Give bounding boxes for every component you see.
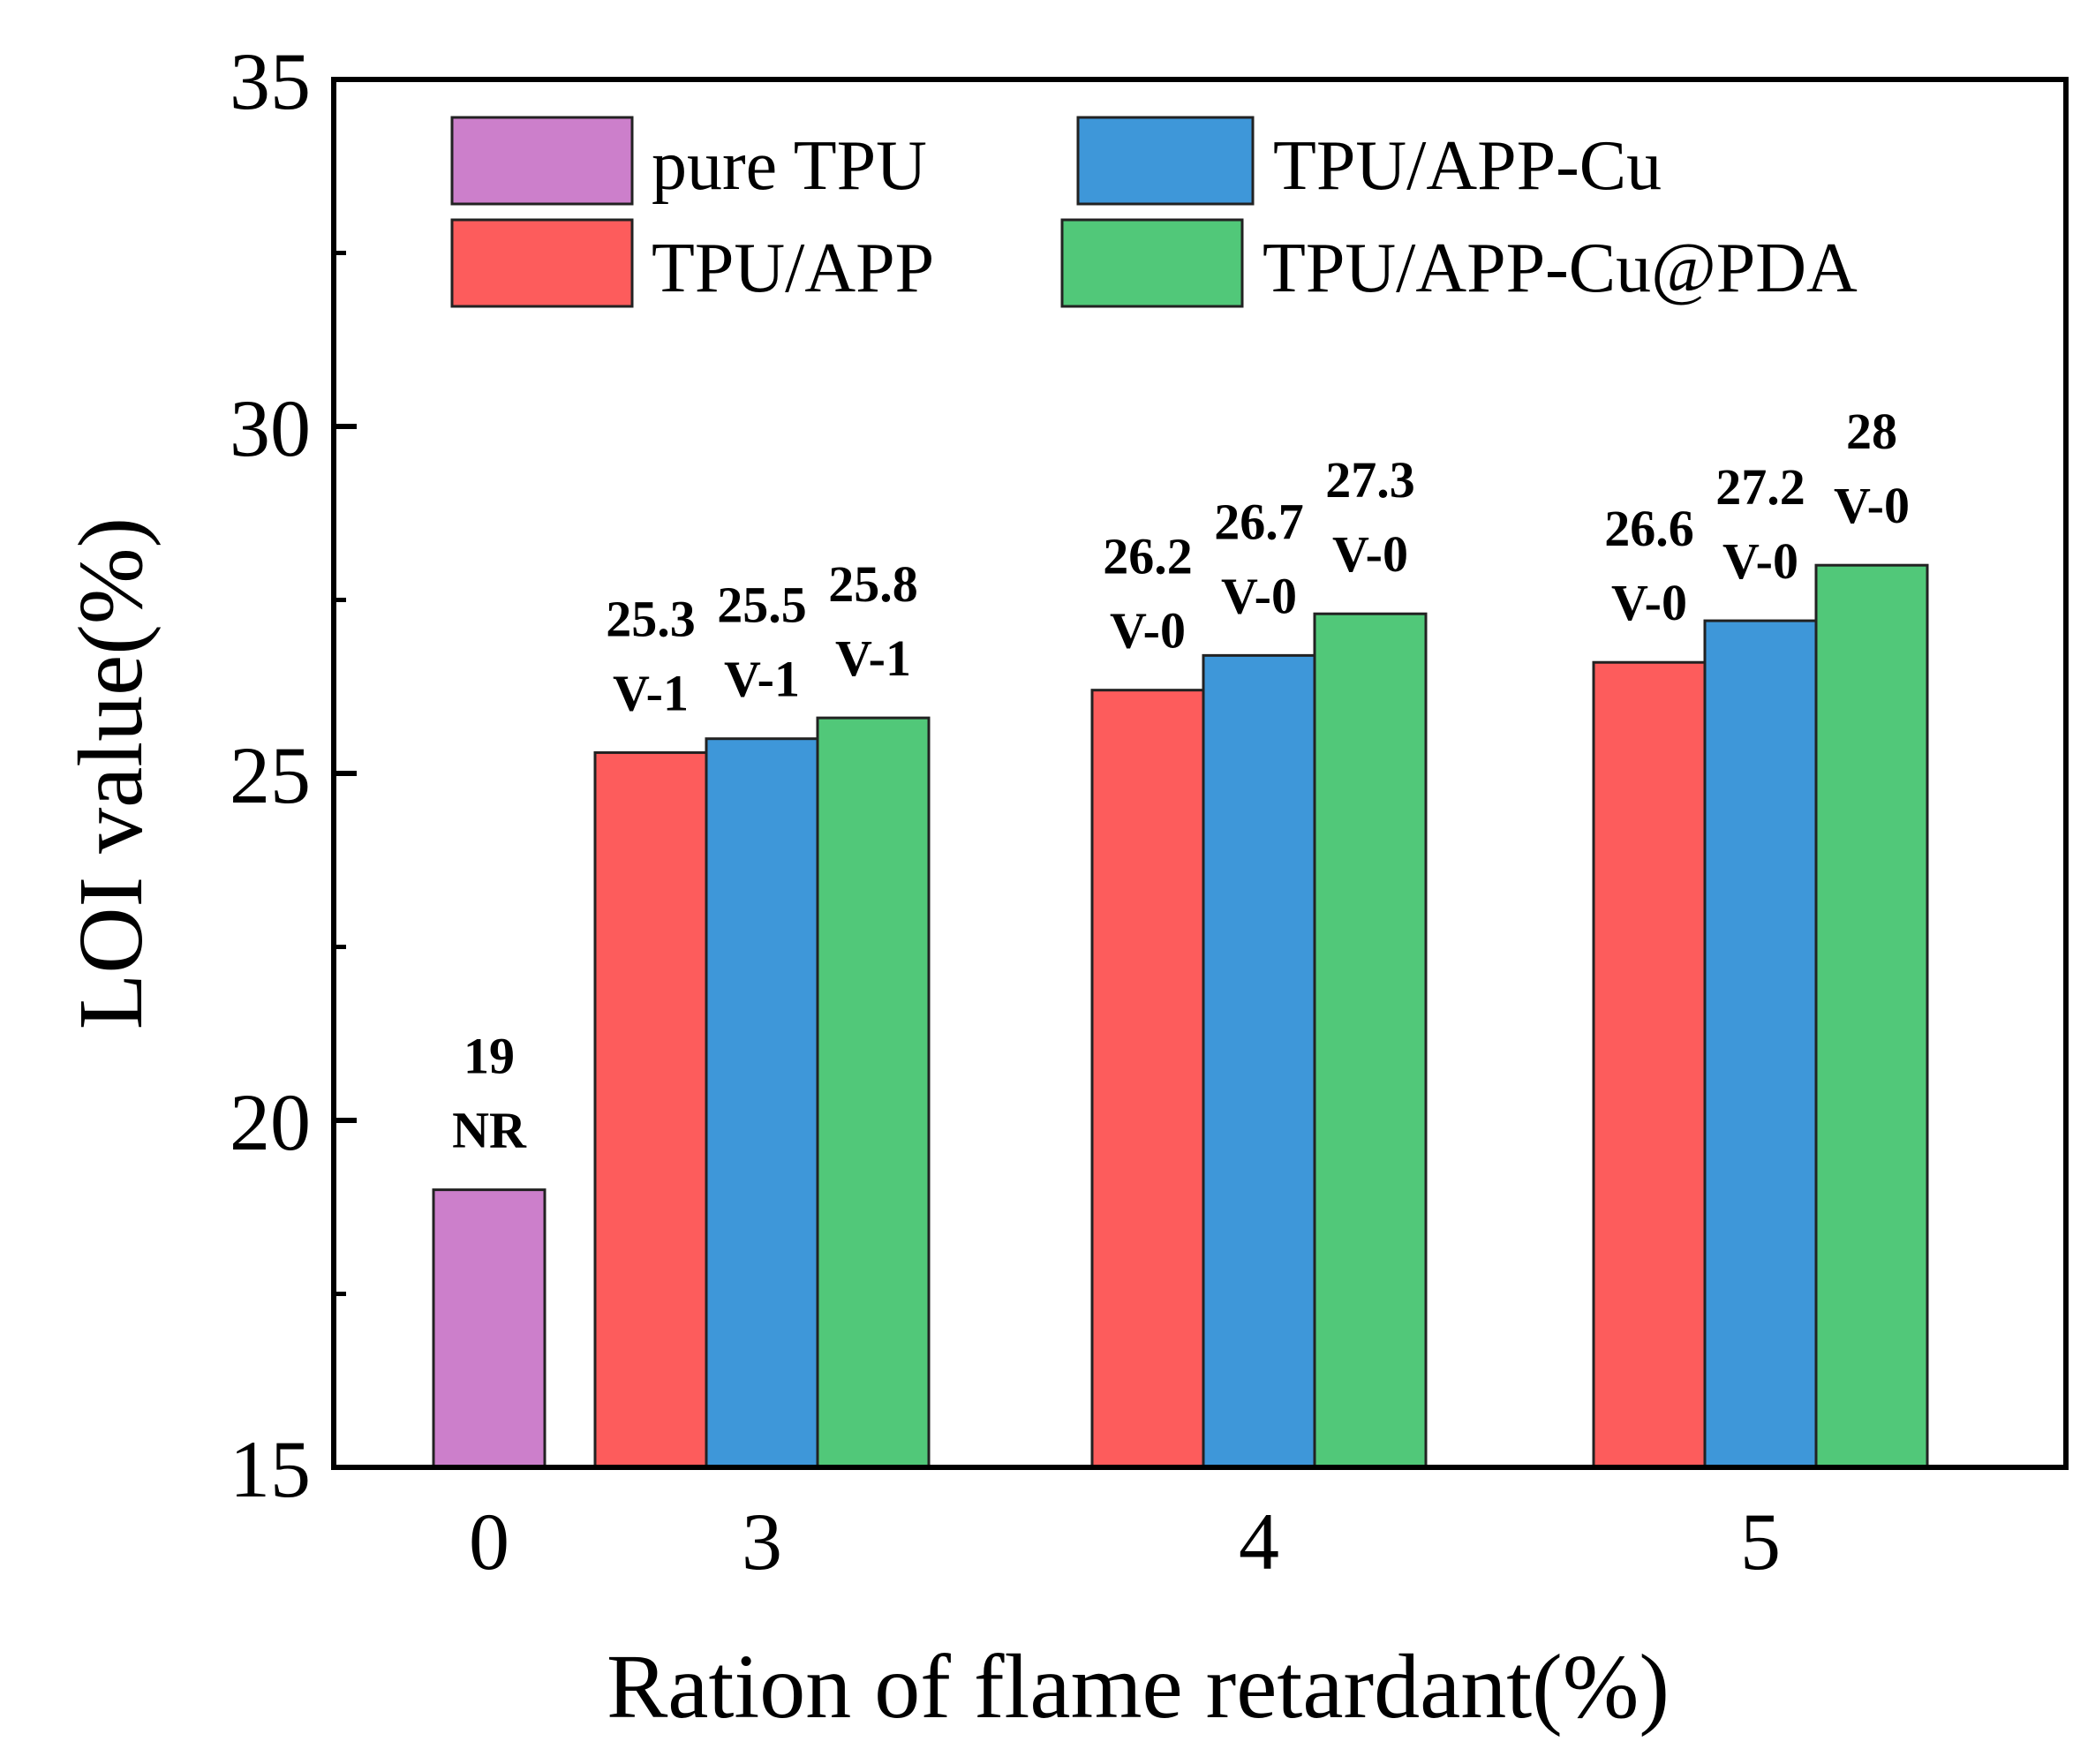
- y-tick-label: 20: [230, 1077, 311, 1167]
- x-tick-label: 5: [1740, 1496, 1781, 1587]
- legend-swatch: [1076, 116, 1255, 206]
- data-labels-group: 19 NR 25.3 V-1 25.5 V-1 25.8 V-1 26.2 V-0 26.7 V-0 2…: [452, 403, 1910, 1158]
- bar-tpu-app-cu-pda-5: [1814, 563, 1929, 1469]
- bar-rating-label: V-0: [1221, 567, 1297, 624]
- y-tick-label: 35: [230, 36, 311, 126]
- y-axis: 15 20 25 30 35: [230, 36, 357, 1514]
- bar-value-label: 25.8: [828, 555, 918, 613]
- legend-label: TPU/APP-Cu: [1273, 127, 1662, 205]
- bar-tpu-app-5: [1592, 660, 1707, 1469]
- y-tick-label: 25: [230, 730, 311, 820]
- bar-tpu-app-cu-pda-4: [1313, 612, 1428, 1469]
- bar-tpu-app-cu-5: [1703, 619, 1818, 1469]
- x-axis: 0 3 4 5: [469, 1496, 1781, 1587]
- bar-rating-label: V-0: [1110, 602, 1186, 660]
- y-axis-title: LOI value(%): [60, 517, 162, 1029]
- bar-tpu-app-cu-4: [1202, 653, 1316, 1469]
- legend-swatch: [450, 218, 634, 308]
- bar-tpu-app-cu-3: [705, 737, 819, 1469]
- bar-value-label: 27.3: [1325, 451, 1415, 509]
- x-axis-title: Ration of flame retardant(%): [607, 1636, 1670, 1738]
- bar-rating-label: V-0: [1332, 525, 1408, 583]
- x-tick-label: 0: [469, 1496, 509, 1587]
- x-tick-label: 3: [742, 1496, 782, 1587]
- legend-label: pure TPU: [652, 127, 927, 205]
- legend-label: TPU/APP: [652, 230, 934, 307]
- y-tick-label: 15: [230, 1424, 311, 1514]
- bar-rating-label: NR: [452, 1102, 527, 1159]
- bar-rating-label: V-1: [613, 664, 689, 721]
- bar-tpu-app-cu-pda-3: [816, 716, 931, 1469]
- legend-label: TPU/APP-Cu@PDA: [1263, 230, 1858, 307]
- legend-swatch: [1060, 218, 1244, 308]
- legend-swatch: [450, 116, 634, 206]
- legend: pure TPU TPU/APP TPU/APP-Cu TPU/APP-Cu@PDA: [450, 116, 1858, 308]
- bar-value-label: 26.7: [1214, 493, 1304, 550]
- bar-rating-label: V-1: [724, 651, 800, 708]
- bar-rating-label: V-0: [1834, 477, 1910, 534]
- bar-value-label: 28: [1846, 403, 1897, 460]
- bar-value-label: 26.2: [1103, 528, 1193, 585]
- bars-group: [432, 563, 1929, 1469]
- bar-value-label: 27.2: [1715, 458, 1805, 516]
- bar-value-label: 19: [464, 1028, 515, 1085]
- bar-value-label: 26.6: [1604, 500, 1694, 557]
- bar-rating-label: V-0: [1611, 574, 1687, 631]
- bar-tpu-app-3: [593, 750, 708, 1469]
- bar-rating-label: V-0: [1722, 532, 1798, 590]
- bar-tpu-app-4: [1090, 689, 1205, 1469]
- y-tick-label: 30: [230, 383, 311, 473]
- x-tick-label: 4: [1239, 1496, 1279, 1587]
- bar-value-label: 25.5: [717, 577, 807, 634]
- bar-pure-tpu-0: [432, 1188, 546, 1469]
- bar-rating-label: V-1: [835, 629, 911, 687]
- bar-value-label: 25.3: [606, 590, 696, 647]
